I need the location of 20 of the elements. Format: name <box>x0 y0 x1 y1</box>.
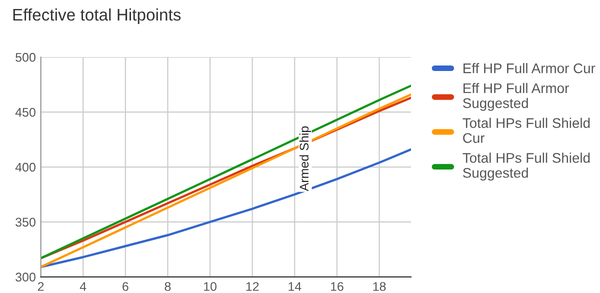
x-tick-label: 10 <box>204 282 216 291</box>
x-tick-label: 4 <box>80 282 86 291</box>
x-tick-label: 18 <box>373 282 386 291</box>
y-tick-label: 450 <box>15 108 36 117</box>
x-tick-label: 16 <box>330 282 344 291</box>
y-tick-label: 350 <box>16 218 36 227</box>
x-tick-label: 8 <box>164 282 171 291</box>
legend-label: Total HPs Full Shield Suggested <box>462 152 590 181</box>
x-tick-label: 14 <box>288 282 302 291</box>
y-tick-label: 500 <box>16 52 36 62</box>
y-tick-label: 300 <box>16 272 36 282</box>
x-tick-label: 12 <box>246 282 259 291</box>
annotation: Armed Ship <box>299 126 312 192</box>
x-tick-label: 2 <box>38 282 44 291</box>
y-tick-label: 400 <box>15 162 36 172</box>
chart-title: Effective total Hitpoints <box>13 8 181 24</box>
legend-label: Total HPs Full Shield Cur <box>462 118 590 143</box>
legend-label: Eff HP Full Armor Suggested <box>463 82 569 111</box>
legend-label: Eff HP Full Armor Cur <box>464 63 596 74</box>
x-tick-label: 6 <box>122 282 128 291</box>
